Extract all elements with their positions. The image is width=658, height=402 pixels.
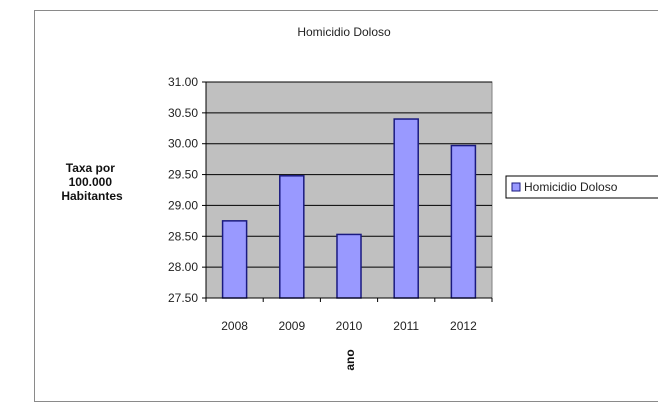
x-tick-label-2009: 2009 [278,319,305,333]
y-axis-label-line-2: 100.000 [69,175,113,189]
y-tick-label: 30.50 [168,106,198,120]
y-tick-label: 28.00 [168,260,198,274]
x-tick-label-2011: 2011 [393,319,419,333]
y-tick-label: 29.50 [168,168,198,182]
bar-chart: Homicidio Doloso 27.50 28.00 28.50 29.00 29.… [61,25,658,371]
x-tick-label-2008: 2008 [221,319,248,333]
chart-title: Homicidio Doloso [297,25,391,39]
bar-2012 [450,144,477,299]
x-axis-label: ano [343,349,357,370]
x-axis-ticks: 2008 2009 2010 2011 2012 [205,298,493,333]
y-tick-label: 27.50 [168,291,198,305]
y-tick-label: 31.00 [168,75,198,89]
legend-box [505,175,658,199]
x-tick-label-2010: 2010 [336,319,363,333]
bar-2009 [279,175,305,299]
y-tick-label: 28.50 [168,229,198,243]
legend-swatch [511,182,521,192]
y-tick-label: 29.00 [168,198,198,212]
y-axis-ticks: 27.50 28.00 28.50 29.00 29.50 30.00 30.50 31.00 [168,75,206,305]
bar-2008 [221,220,248,299]
bar-2010 [336,233,362,299]
y-axis-label-line-1: Taxa por [66,161,115,175]
y-axis-label-line-3: Habitantes [61,189,123,203]
y-axis-label: Taxa por 100.000 Habitantes [61,161,123,203]
y-tick-label: 30.00 [168,137,198,151]
bars [221,118,477,299]
bar-2011 [393,118,419,299]
x-tick-label-2012: 2012 [450,319,477,333]
legend-label: Homicidio Doloso [524,180,618,194]
legend: Homicidio Doloso [505,175,658,199]
